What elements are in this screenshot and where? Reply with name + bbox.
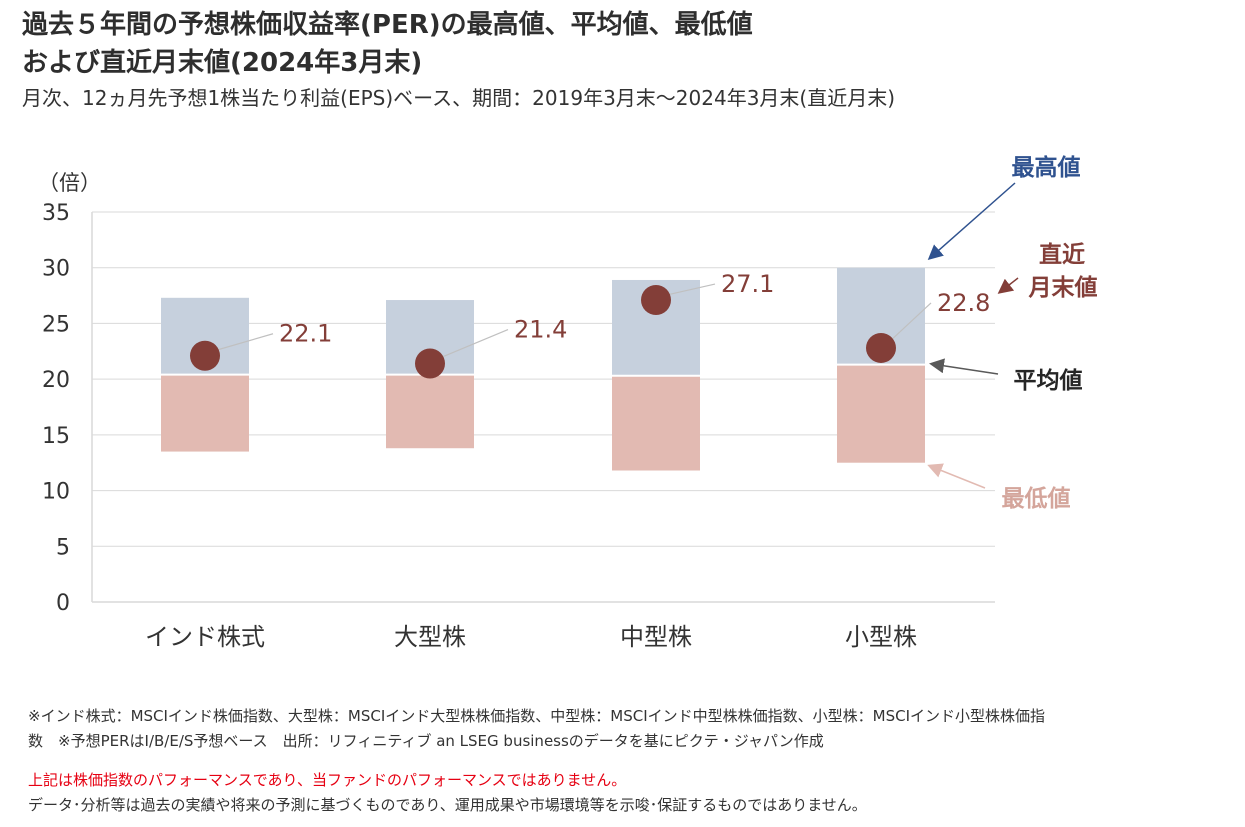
latest-annotation-arrow [997,277,1019,294]
x-category-label: 中型株 [620,623,692,651]
min-annotation-arrow [927,463,986,489]
x-category-label: 大型株 [394,623,466,651]
disclaimer-text: データ･分析等は過去の実績や将来の予測に基づくものであり、運用成果や市場環境等を… [28,796,867,814]
y-tick-label: 0 [56,591,70,616]
y-tick-label: 35 [42,201,70,226]
footnote-line-1: ※インド株式：MSCIインド株価指数、大型株：MSCIインド大型株株価指数、中型… [28,707,1046,725]
leader-line [210,333,274,353]
y-tick-label: 15 [42,424,70,449]
latest-marker [415,348,445,379]
warning-text: 上記は株価指数のパフォーマンスであり、当ファンドのパフォーマンスではありません。 [28,771,627,789]
y-tick-label: 10 [42,480,70,505]
latest-marker [190,340,220,371]
latest-marker [866,332,896,363]
latest-value-label: 27.1 [721,270,774,298]
per-range-chart: 35 30 25 20 15 10 5 0 （倍） 22.1 インド株式 21.4 大型株 27.1 中型株… [38,154,1098,651]
latest-value-label: 21.4 [514,316,567,344]
y-tick-label: 20 [42,368,70,393]
chart-subtitle: 月次、12ヵ月先予想1株当たり利益(EPS)ベース、期間：2019年3月末～20… [22,86,896,110]
y-tick-label: 25 [42,312,70,337]
latest-annotation-label-1: 直近 [1039,241,1085,268]
avg-annotation-label: 平均値 [1014,367,1083,394]
y-tick-label: 5 [56,535,70,560]
latest-value-label: 22.1 [279,320,332,348]
leader-line [886,302,932,345]
min-annotation-label: 最低値 [1002,486,1071,512]
leader-line [661,283,716,297]
y-unit-label: （倍） [38,171,101,195]
leader-line [435,328,509,361]
bar-lower-segment [161,374,249,452]
x-category-label: 小型株 [845,623,917,651]
latest-value-label: 22.8 [937,289,990,317]
x-category-label: インド株式 [145,623,265,651]
chart-title-line-1: 過去５年間の予想株価収益率(PER)の最高値、平均値、最低値 [22,10,753,40]
bar-lower-segment [837,364,925,463]
footnote-line-2: 数 ※予想PERはI/B/E/S予想ベース 出所：リフィニティブ an LSEG… [28,732,824,750]
latest-marker [641,285,671,316]
max-annotation-label: 最高値 [1012,154,1081,181]
latest-annotation-label-2: 月末値 [1028,275,1098,301]
bar-lower-segment [612,375,700,471]
y-tick-label: 30 [42,257,70,282]
avg-annotation-arrow [929,358,999,375]
max-annotation-arrow [927,182,1016,260]
bar-lower-segment [386,374,474,449]
chart-title: 過去５年間の予想株価収益率(PER)の最高値、平均値、最低値 および直近月末値(… [22,6,753,82]
footnotes: ※インド株式：MSCIインド株価指数、大型株：MSCIインド大型株株価指数、中型… [28,704,1178,818]
chart-title-line-2: および直近月末値(2024年3月末) [22,48,423,78]
